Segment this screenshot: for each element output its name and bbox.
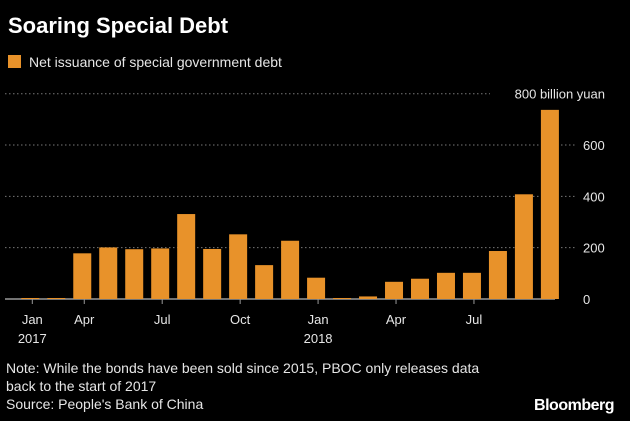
x-tick-label: Apr	[74, 312, 95, 327]
bar	[411, 278, 429, 299]
bar	[229, 234, 248, 299]
x-tick-label: Jul	[154, 312, 171, 327]
bar	[307, 277, 326, 299]
bar	[125, 249, 144, 299]
x-tick-label: Jan	[308, 312, 329, 327]
bar	[151, 248, 170, 299]
bar	[281, 240, 300, 299]
bar	[540, 109, 559, 300]
x-tick-label: Jul	[466, 312, 483, 327]
x-tick-year-label: 2017	[18, 331, 47, 346]
y-tick-label: 0	[583, 292, 590, 307]
x-tick-year-label: 2018	[304, 331, 333, 346]
bar	[21, 298, 40, 299]
y-tick-label: 800 billion yuan	[515, 87, 605, 102]
y-tick-label: 600	[583, 138, 605, 153]
x-tick-label: Oct	[230, 312, 251, 327]
note-line-1: Note: While the bonds have been sold sin…	[6, 360, 479, 376]
bar	[47, 298, 66, 299]
plot-area: 0 200 400 600 800 billion yuan Jan 2017 Apr Jul O…	[5, 87, 605, 346]
bar	[462, 272, 481, 299]
bloomberg-logo: Bloomberg	[534, 397, 614, 414]
bar	[177, 214, 196, 299]
y-tick-label: 200	[583, 241, 605, 256]
bar	[203, 248, 222, 299]
bar	[385, 281, 404, 299]
y-tick-label: 400	[583, 189, 605, 204]
x-tick-label: Apr	[386, 312, 407, 327]
bar	[436, 272, 455, 299]
note-line-2: back to the start of 2017	[6, 378, 156, 394]
bar	[514, 194, 533, 299]
x-tick-label: Jan	[22, 312, 43, 327]
bar	[255, 265, 274, 299]
chart-title: Soaring Special Debt	[8, 13, 229, 38]
bar	[488, 251, 507, 299]
source-text: Source: People's Bank of China	[6, 396, 203, 412]
bar	[73, 253, 92, 299]
bar	[359, 296, 378, 299]
legend-swatch	[8, 55, 21, 68]
bar	[99, 247, 118, 299]
legend-label: Net issuance of special government debt	[29, 54, 282, 70]
bar	[333, 298, 352, 299]
